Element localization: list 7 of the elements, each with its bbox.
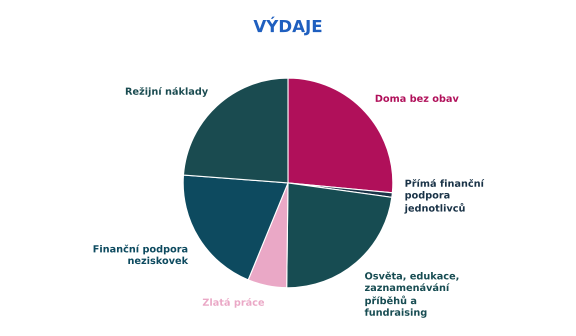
slice-label: Osvěta, edukace, zaznamenávání příběhů a fundraising [364, 272, 458, 318]
slice-label: Finanční podpora neziskovek [94, 244, 188, 264]
slice-label: Zlatá práce [202, 298, 264, 308]
slice-label: Doma bez obav [376, 94, 459, 102]
slice-label: Režijní náklady [126, 86, 208, 97]
chart-title: VÝDAJE [253, 16, 322, 36]
slice-label: Přímá finanční podpora jednotlivců [404, 179, 484, 214]
